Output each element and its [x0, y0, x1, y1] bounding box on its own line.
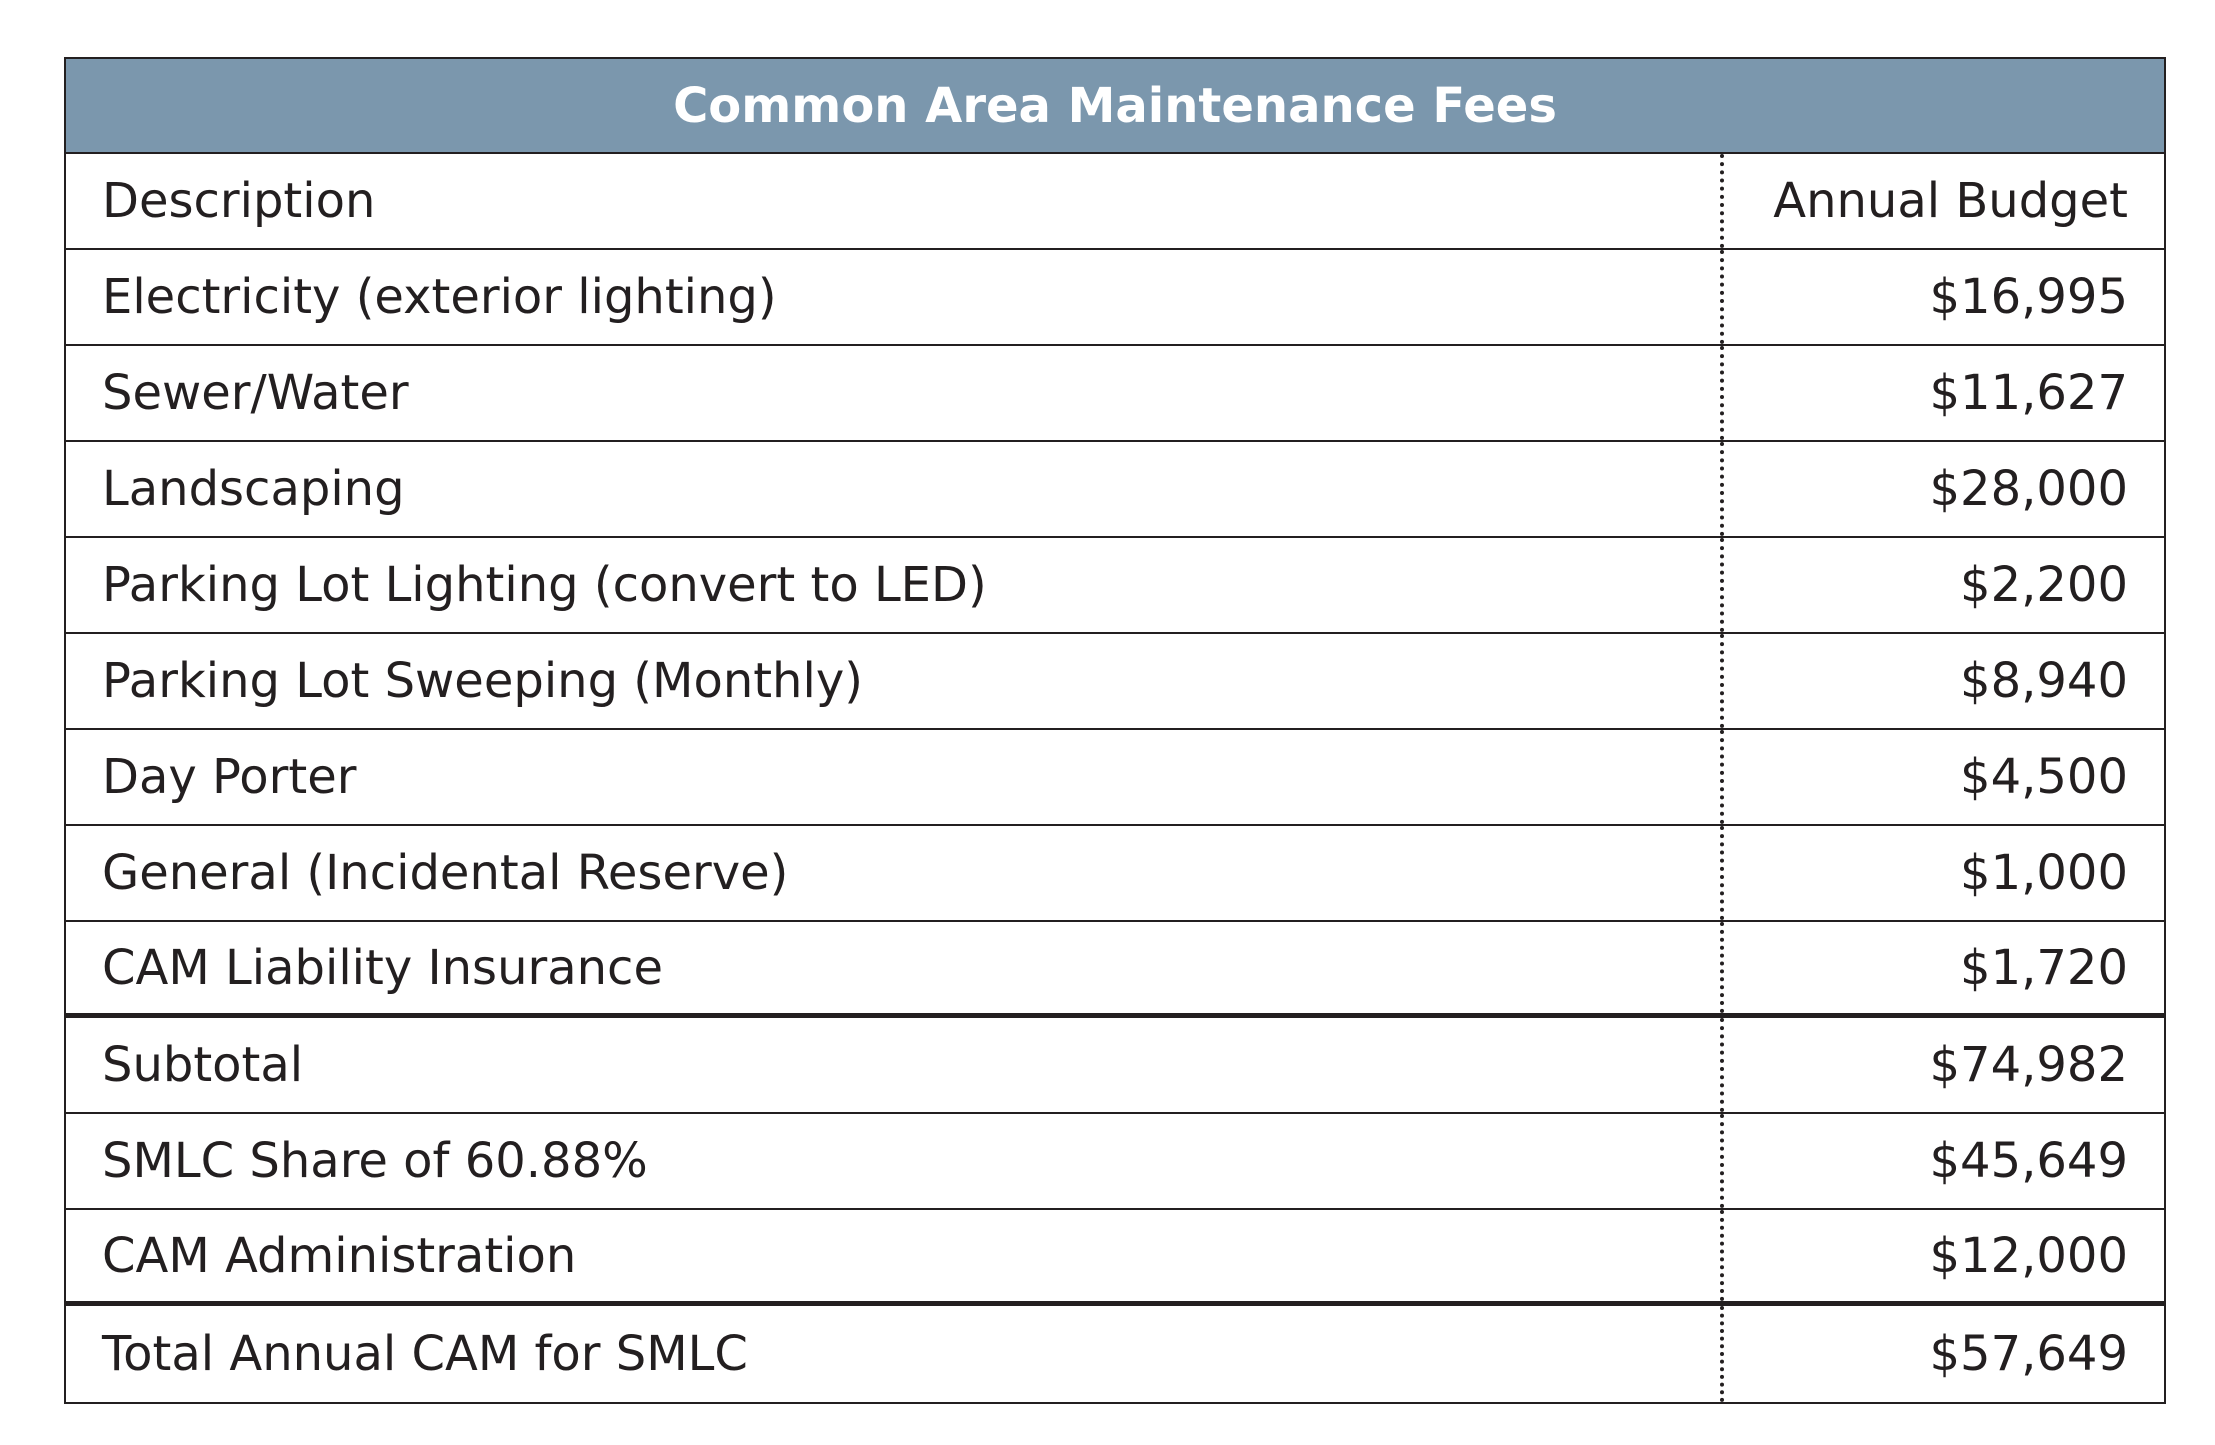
- row-amount: $1,000: [1720, 826, 2164, 920]
- table-row: Parking Lot Lighting (convert to LED) $2…: [66, 538, 2164, 634]
- row-description: SMLC Share of 60.88%: [102, 1133, 648, 1189]
- row-description: Landscaping: [102, 461, 405, 517]
- row-description: Subtotal: [102, 1037, 304, 1093]
- row-amount: $1,720: [1720, 922, 2164, 1013]
- row-amount: $57,649: [1720, 1306, 2164, 1402]
- row-amount: $2,200: [1720, 538, 2164, 632]
- row-amount: $74,982: [1720, 1018, 2164, 1112]
- row-amount: $28,000: [1720, 442, 2164, 536]
- total-row: Total Annual CAM for SMLC $57,649: [66, 1306, 2164, 1402]
- column-header-annual-budget: Annual Budget: [1720, 154, 2164, 248]
- row-amount: $45,649: [1720, 1114, 2164, 1208]
- row-description: CAM Administration: [102, 1227, 577, 1284]
- row-description: Parking Lot Lighting (convert to LED): [102, 557, 987, 613]
- row-description: Day Porter: [102, 749, 357, 805]
- table-row: Electricity (exterior lighting) $16,995: [66, 250, 2164, 346]
- row-description: Sewer/Water: [102, 365, 409, 421]
- table-header-row: Description Annual Budget: [66, 154, 2164, 250]
- table-row: General (Incidental Reserve) $1,000: [66, 826, 2164, 922]
- table-row: Day Porter $4,500: [66, 730, 2164, 826]
- row-description: Total Annual CAM for SMLC: [102, 1326, 748, 1382]
- row-amount: $4,500: [1720, 730, 2164, 824]
- row-amount: $12,000: [1720, 1210, 2164, 1301]
- table-row: CAM Liability Insurance $1,720: [66, 922, 2164, 1018]
- administration-row: CAM Administration $12,000: [66, 1210, 2164, 1306]
- row-description: Electricity (exterior lighting): [102, 269, 777, 325]
- row-amount: $16,995: [1720, 250, 2164, 344]
- share-row: SMLC Share of 60.88% $45,649: [66, 1114, 2164, 1210]
- row-description: General (Incidental Reserve): [102, 845, 789, 901]
- subtotal-row: Subtotal $74,982: [66, 1018, 2164, 1114]
- table-row: Landscaping $28,000: [66, 442, 2164, 538]
- row-amount: $11,627: [1720, 346, 2164, 440]
- row-description: Parking Lot Sweeping (Monthly): [102, 653, 863, 709]
- table-row: Parking Lot Sweeping (Monthly) $8,940: [66, 634, 2164, 730]
- row-amount: $8,940: [1720, 634, 2164, 728]
- column-header-description: Description: [102, 173, 376, 229]
- table-title: Common Area Maintenance Fees: [66, 59, 2164, 154]
- table-row: Sewer/Water $11,627: [66, 346, 2164, 442]
- cam-fees-table: Common Area Maintenance Fees Description…: [64, 57, 2166, 1404]
- row-description: CAM Liability Insurance: [102, 939, 663, 996]
